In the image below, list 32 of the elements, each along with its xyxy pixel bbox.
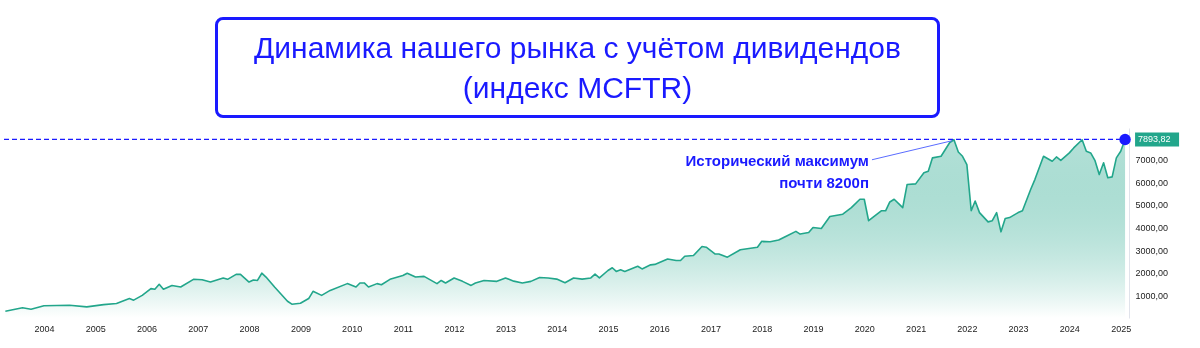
y-tick-label: 2000,00 bbox=[1135, 268, 1169, 279]
x-tick-label: 2015 bbox=[598, 323, 619, 334]
x-tick-label: 2018 bbox=[752, 323, 773, 334]
x-tick-label: 2024 bbox=[1059, 323, 1080, 334]
x-tick-label: 2022 bbox=[957, 323, 978, 334]
x-tick-label: 2007 bbox=[188, 323, 209, 334]
annotation: Исторический максимум почти 8200п bbox=[685, 151, 869, 191]
x-tick-label: 2009 bbox=[290, 323, 311, 334]
x-tick-label: 2013 bbox=[495, 323, 516, 334]
x-tick-label: 2019 bbox=[803, 323, 824, 334]
y-tick-label: 7000,00 bbox=[1135, 155, 1169, 166]
x-tick-label: 2014 bbox=[547, 323, 568, 334]
x-tick-label: 2011 bbox=[393, 323, 414, 334]
x-tick-label: 2004 bbox=[34, 323, 55, 334]
chart-title: Динамика нашего рынка с учётом дивидендов (индекс MCFTR) bbox=[215, 17, 940, 118]
x-tick-label: 2010 bbox=[342, 323, 363, 334]
y-tick-label: 6000,00 bbox=[1135, 177, 1169, 188]
data-label: 7893,82 bbox=[1138, 134, 1171, 145]
x-tick-label: 2008 bbox=[239, 323, 260, 334]
x-tick-label: 2025 bbox=[1111, 323, 1132, 334]
x-tick-label: 2006 bbox=[137, 323, 158, 334]
x-tick-label: 2021 bbox=[906, 323, 927, 334]
y-tick-label: 3000,00 bbox=[1135, 245, 1169, 256]
x-tick-label: 2005 bbox=[85, 323, 106, 334]
x-tick-label: 2012 bbox=[444, 323, 465, 334]
x-tick-label: 2017 bbox=[701, 323, 722, 334]
y-tick-label: 4000,00 bbox=[1135, 223, 1169, 234]
x-tick-label: 2023 bbox=[1008, 323, 1029, 334]
y-tick-label: 5000,00 bbox=[1135, 200, 1169, 211]
x-tick-label: 2020 bbox=[854, 323, 875, 334]
x-tick-label: 2016 bbox=[649, 323, 670, 334]
y-tick-label: 1000,00 bbox=[1135, 290, 1169, 301]
